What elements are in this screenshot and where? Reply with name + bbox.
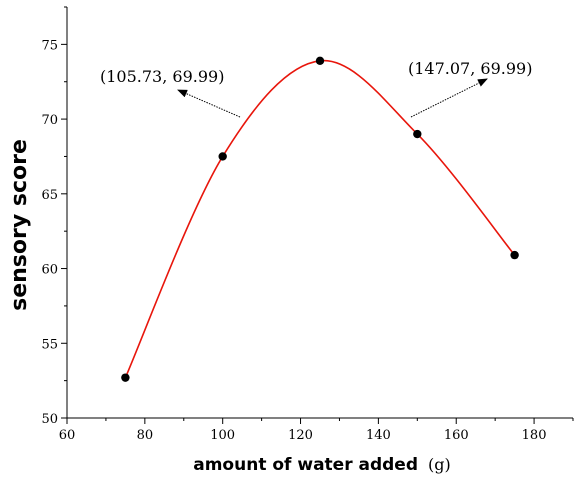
y-ticks: 50 55 60 65 70 75 <box>41 6 67 427</box>
y-axis-title: sensory score <box>7 139 32 311</box>
annotation-label: (147.07, 69.99) <box>408 59 532 78</box>
annotations: (105.73, 69.99) (147.07, 69.99) <box>100 59 532 118</box>
x-tick-label: 120 <box>288 428 313 443</box>
x-axis-title-unit: (g) <box>428 455 451 474</box>
annotation-arrow <box>177 89 241 118</box>
data-point <box>510 250 519 260</box>
data-point <box>315 56 325 66</box>
y-tick-label: 60 <box>41 263 58 278</box>
x-ticks: 60 80 100 120 140 160 180 <box>59 418 574 443</box>
data-point <box>121 373 130 382</box>
x-tick-label: 100 <box>210 428 235 443</box>
x-tick-label: 60 <box>59 428 76 443</box>
fitted-curve <box>124 59 516 378</box>
x-tick-label: 160 <box>444 428 469 443</box>
y-tick-label: 55 <box>41 337 58 352</box>
data-point <box>218 152 227 161</box>
annotation-label: (105.73, 69.99) <box>100 67 224 86</box>
x-axis-title: amount of water added (g) <box>193 455 451 475</box>
y-tick-label: 65 <box>41 188 58 203</box>
data-point <box>413 129 422 139</box>
y-tick-label: 50 <box>41 412 58 427</box>
x-tick-label: 80 <box>137 428 154 443</box>
plot-area: 60 80 100 120 140 160 180 50 55 60 65 70 75 (105.73… <box>41 6 574 443</box>
x-tick-label: 180 <box>522 428 547 443</box>
x-axis-title-label: amount of water added <box>193 455 418 475</box>
y-tick-label: 70 <box>41 113 58 128</box>
x-tick-label: 140 <box>366 428 391 443</box>
y-tick-label: 75 <box>41 38 58 53</box>
data-points <box>121 56 519 382</box>
annotation-arrow <box>410 78 488 118</box>
